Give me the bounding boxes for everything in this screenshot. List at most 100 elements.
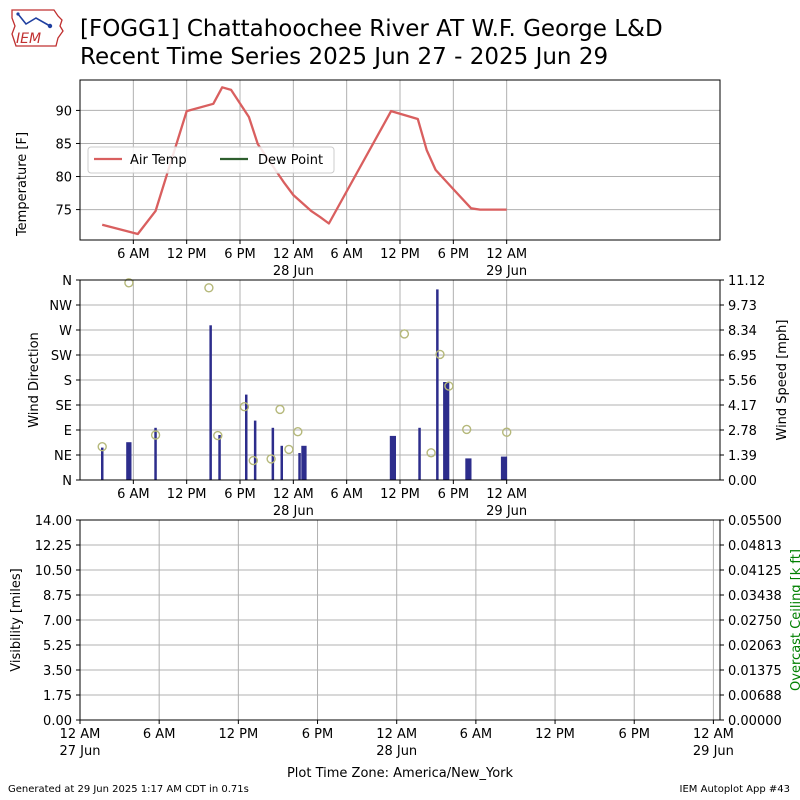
wind-direction-marker bbox=[399, 329, 410, 339]
wind-speed-bar bbox=[389, 435, 396, 480]
visibility-y-tick-label: 14.00 bbox=[35, 514, 72, 529]
wind-speed-bar bbox=[465, 458, 472, 480]
temperature-x-tick-label: 6 AM bbox=[117, 247, 150, 262]
wind-x-tick-label: 12 PM bbox=[380, 487, 420, 502]
ceiling-tick-label: 0.03438 bbox=[728, 589, 782, 604]
wind-x-date-label: 28 Jun bbox=[273, 504, 314, 519]
wind-x-date-label: 29 Jun bbox=[486, 504, 527, 519]
visibility-y-tick-label: 0.00 bbox=[43, 714, 72, 729]
visibility-x-date-label: 27 Jun bbox=[60, 744, 101, 759]
wind-direction-marker bbox=[284, 444, 294, 455]
app-id-label: IEM Autoplot App #43 bbox=[679, 784, 790, 795]
wind-direction-tick-label: N bbox=[62, 474, 72, 489]
ceiling-tick-label: 0.04125 bbox=[728, 564, 782, 579]
visibility-axes-frame bbox=[79, 519, 721, 721]
visibility-x-tick-label: 6 AM bbox=[143, 727, 176, 742]
wind-speed-bar bbox=[500, 456, 508, 480]
wind-speed-bar bbox=[301, 445, 307, 480]
ceiling-tick-label: 0.01375 bbox=[728, 664, 782, 679]
visibility-x-tick-label: 12 AM bbox=[60, 727, 101, 742]
wind-speed-bar bbox=[126, 442, 132, 480]
visibility-y-tick-label: 7.00 bbox=[43, 614, 72, 629]
ceiling-axis-label: Overcast Ceiling [k ft] bbox=[789, 549, 800, 691]
visibility-x-tick-label: 12 AM bbox=[376, 727, 417, 742]
wind-speed-bar bbox=[443, 382, 450, 480]
wind-direction-tick-label: E bbox=[64, 424, 72, 439]
wind-direction-tick-label: SE bbox=[56, 399, 72, 414]
ceiling-tick-label: 0.02063 bbox=[728, 639, 782, 654]
temperature-axis-label: Temperature [F] bbox=[15, 132, 30, 237]
wind-direction-marker bbox=[150, 430, 161, 440]
wind-speed-bar bbox=[101, 447, 104, 480]
wind-speed-axis-label: Wind Speed [mph] bbox=[775, 320, 790, 441]
wind-speed-tick-label: 8.34 bbox=[728, 324, 757, 339]
visibility-y-tick-label: 10.50 bbox=[35, 564, 72, 579]
temperature-legend bbox=[87, 146, 335, 174]
wind-direction-marker bbox=[266, 454, 276, 464]
iem-logo: IEM bbox=[11, 9, 64, 47]
wind-speed-tick-label: 1.39 bbox=[728, 449, 757, 464]
wind-direction-marker bbox=[124, 278, 134, 288]
wind-direction-marker bbox=[462, 424, 472, 435]
wind-direction-axis-label: Wind Direction bbox=[27, 332, 42, 428]
wind-x-tick-label: 6 PM bbox=[224, 487, 255, 502]
logo-text: IEM bbox=[16, 31, 41, 47]
wind-speed-bar bbox=[253, 420, 257, 480]
legend-dew-point-label: Dew Point bbox=[258, 153, 323, 168]
wind-direction-marker bbox=[426, 448, 436, 458]
wind-speed-bar bbox=[271, 427, 275, 480]
temperature-x-tick-label: 12 PM bbox=[167, 247, 207, 262]
wind-speed-bar bbox=[436, 289, 439, 480]
wind-speed-bar bbox=[418, 427, 421, 480]
wind-direction-tick-label: W bbox=[59, 324, 72, 339]
visibility-axis-label: Visibility [miles] bbox=[9, 568, 24, 671]
wind-x-tick-label: 12 AM bbox=[486, 487, 527, 502]
temperature-axes-frame bbox=[79, 79, 721, 241]
wind-speed-tick-label: 2.78 bbox=[728, 424, 757, 439]
wind-speed-tick-label: 4.17 bbox=[728, 399, 757, 414]
visibility-panel: Visibility [miles] Overcast Ceiling [k f… bbox=[9, 514, 800, 781]
temperature-y-tick-label: 90 bbox=[55, 104, 72, 119]
visibility-y-tick-label: 12.25 bbox=[35, 539, 72, 554]
visibility-x-tick-label: 12 AM bbox=[693, 727, 734, 742]
visibility-x-tick-label: 6 PM bbox=[618, 727, 649, 742]
wind-direction-tick-label: S bbox=[64, 374, 72, 389]
ceiling-tick-label: 0.02750 bbox=[728, 614, 782, 629]
chart-subtitle: Recent Time Series 2025 Jun 27 - 2025 Ju… bbox=[80, 44, 609, 70]
ceiling-tick-label: 0.00000 bbox=[728, 714, 782, 729]
wind-direction-tick-label: NW bbox=[49, 299, 72, 314]
wind-direction-marker bbox=[275, 404, 285, 415]
wind-direction-marker bbox=[248, 455, 259, 466]
wind-direction-marker bbox=[293, 427, 303, 437]
visibility-y-tick-label: 1.75 bbox=[43, 689, 72, 704]
wind-direction-marker bbox=[239, 402, 250, 412]
wind-speed-bar bbox=[245, 394, 248, 480]
wind-direction-marker bbox=[435, 349, 445, 360]
wind-x-tick-label: 6 AM bbox=[117, 487, 150, 502]
iowa-state-outline-icon bbox=[11, 9, 64, 47]
wind-speed-bar bbox=[280, 445, 283, 480]
wind-direction-tick-label: SW bbox=[51, 349, 72, 364]
chart-title: [FOGG1] Chattahoochee River AT W.F. Geor… bbox=[80, 16, 663, 42]
wind-speed-tick-label: 5.56 bbox=[728, 374, 757, 389]
wind-direction-marker bbox=[502, 427, 512, 437]
temperature-x-tick-label: 6 PM bbox=[438, 247, 469, 262]
visibility-x-tick-label: 12 PM bbox=[535, 727, 575, 742]
wind-x-tick-label: 6 AM bbox=[330, 487, 363, 502]
temperature-y-tick-label: 85 bbox=[55, 137, 72, 152]
visibility-x-tick-label: 6 AM bbox=[460, 727, 493, 742]
air-temp-line bbox=[101, 86, 507, 236]
temperature-x-date-label: 28 Jun bbox=[273, 264, 314, 279]
signal-bolt-icon bbox=[17, 13, 51, 27]
temperature-x-tick-label: 12 AM bbox=[273, 247, 314, 262]
temperature-x-tick-label: 6 PM bbox=[224, 247, 255, 262]
temperature-x-date-label: 29 Jun bbox=[486, 264, 527, 279]
wind-speed-tick-label: 11.12 bbox=[728, 274, 765, 289]
wind-direction-marker bbox=[97, 442, 107, 452]
timezone-axis-label: Plot Time Zone: America/New_York bbox=[287, 766, 514, 781]
ceiling-tick-label: 0.00688 bbox=[728, 689, 782, 704]
temperature-x-tick-label: 6 AM bbox=[330, 247, 363, 262]
wind-speed-tick-label: 0.00 bbox=[728, 474, 757, 489]
wind-x-tick-label: 12 PM bbox=[167, 487, 207, 502]
wind-x-tick-label: 12 AM bbox=[273, 487, 314, 502]
